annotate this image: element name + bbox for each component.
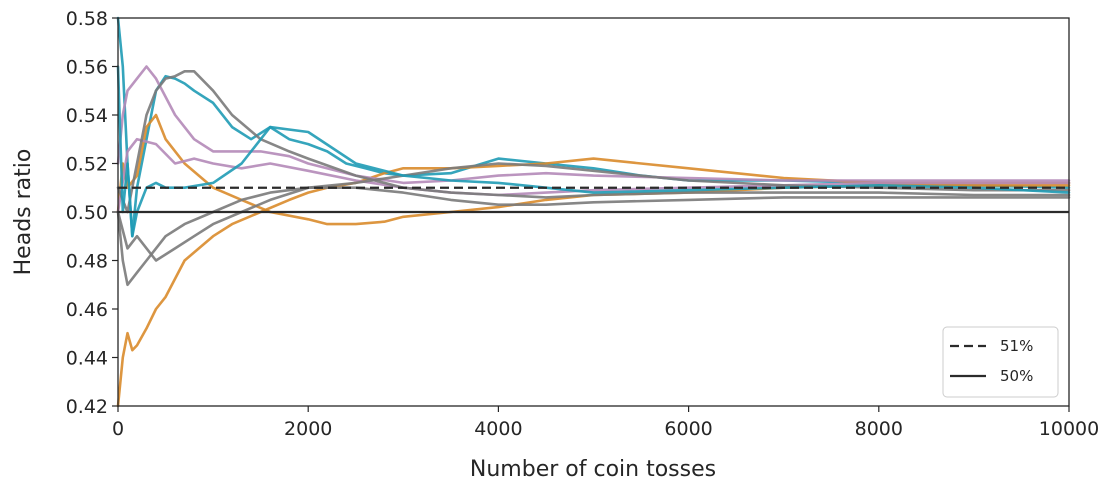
y-tick-label: 0.56 (66, 57, 108, 79)
x-tick-label: 0 (112, 418, 124, 440)
series-line-6 (116, 70, 1071, 214)
legend-label-50: 50% (1000, 367, 1033, 385)
series-line-2 (116, 157, 1071, 408)
series-line-9 (116, 65, 1071, 238)
y-tick-label: 0.46 (66, 299, 108, 321)
x-tick-label: 8000 (855, 418, 903, 440)
legend-label-51: 51% (1000, 337, 1033, 355)
y-tick-label: 0.48 (66, 251, 108, 273)
series-line-4 (116, 65, 1071, 185)
series-line-7 (116, 186, 1071, 287)
y-tick-label: 0.42 (66, 396, 108, 418)
x-axis-label: Number of coin tosses (470, 457, 716, 482)
x-tick-label: 4000 (474, 418, 522, 440)
y-tick-label: 0.54 (66, 105, 108, 127)
series-layer (116, 16, 1071, 408)
y-tick-label: 0.58 (66, 8, 108, 30)
series-line-8 (116, 162, 1071, 262)
legend-box (942, 326, 1059, 398)
legend: 51% 50% (942, 326, 1059, 398)
series-line-5 (116, 137, 1071, 214)
y-axis-label: Heads ratio (11, 149, 36, 276)
y-tick-label: 0.52 (66, 154, 108, 176)
y-tick-label: 0.50 (66, 202, 108, 224)
y-axis-ticks: 0.42 0.44 0.46 0.48 0.50 0.52 0.54 0.56 0.58 (66, 8, 118, 418)
y-tick-label: 0.44 (66, 348, 108, 370)
x-tick-label: 6000 (664, 418, 712, 440)
x-tick-label: 10000 (1039, 418, 1099, 440)
x-tick-label: 2000 (284, 418, 332, 440)
reference-lines (118, 186, 1069, 214)
x-axis-ticks: 0 2000 4000 6000 8000 10000 (112, 406, 1099, 440)
